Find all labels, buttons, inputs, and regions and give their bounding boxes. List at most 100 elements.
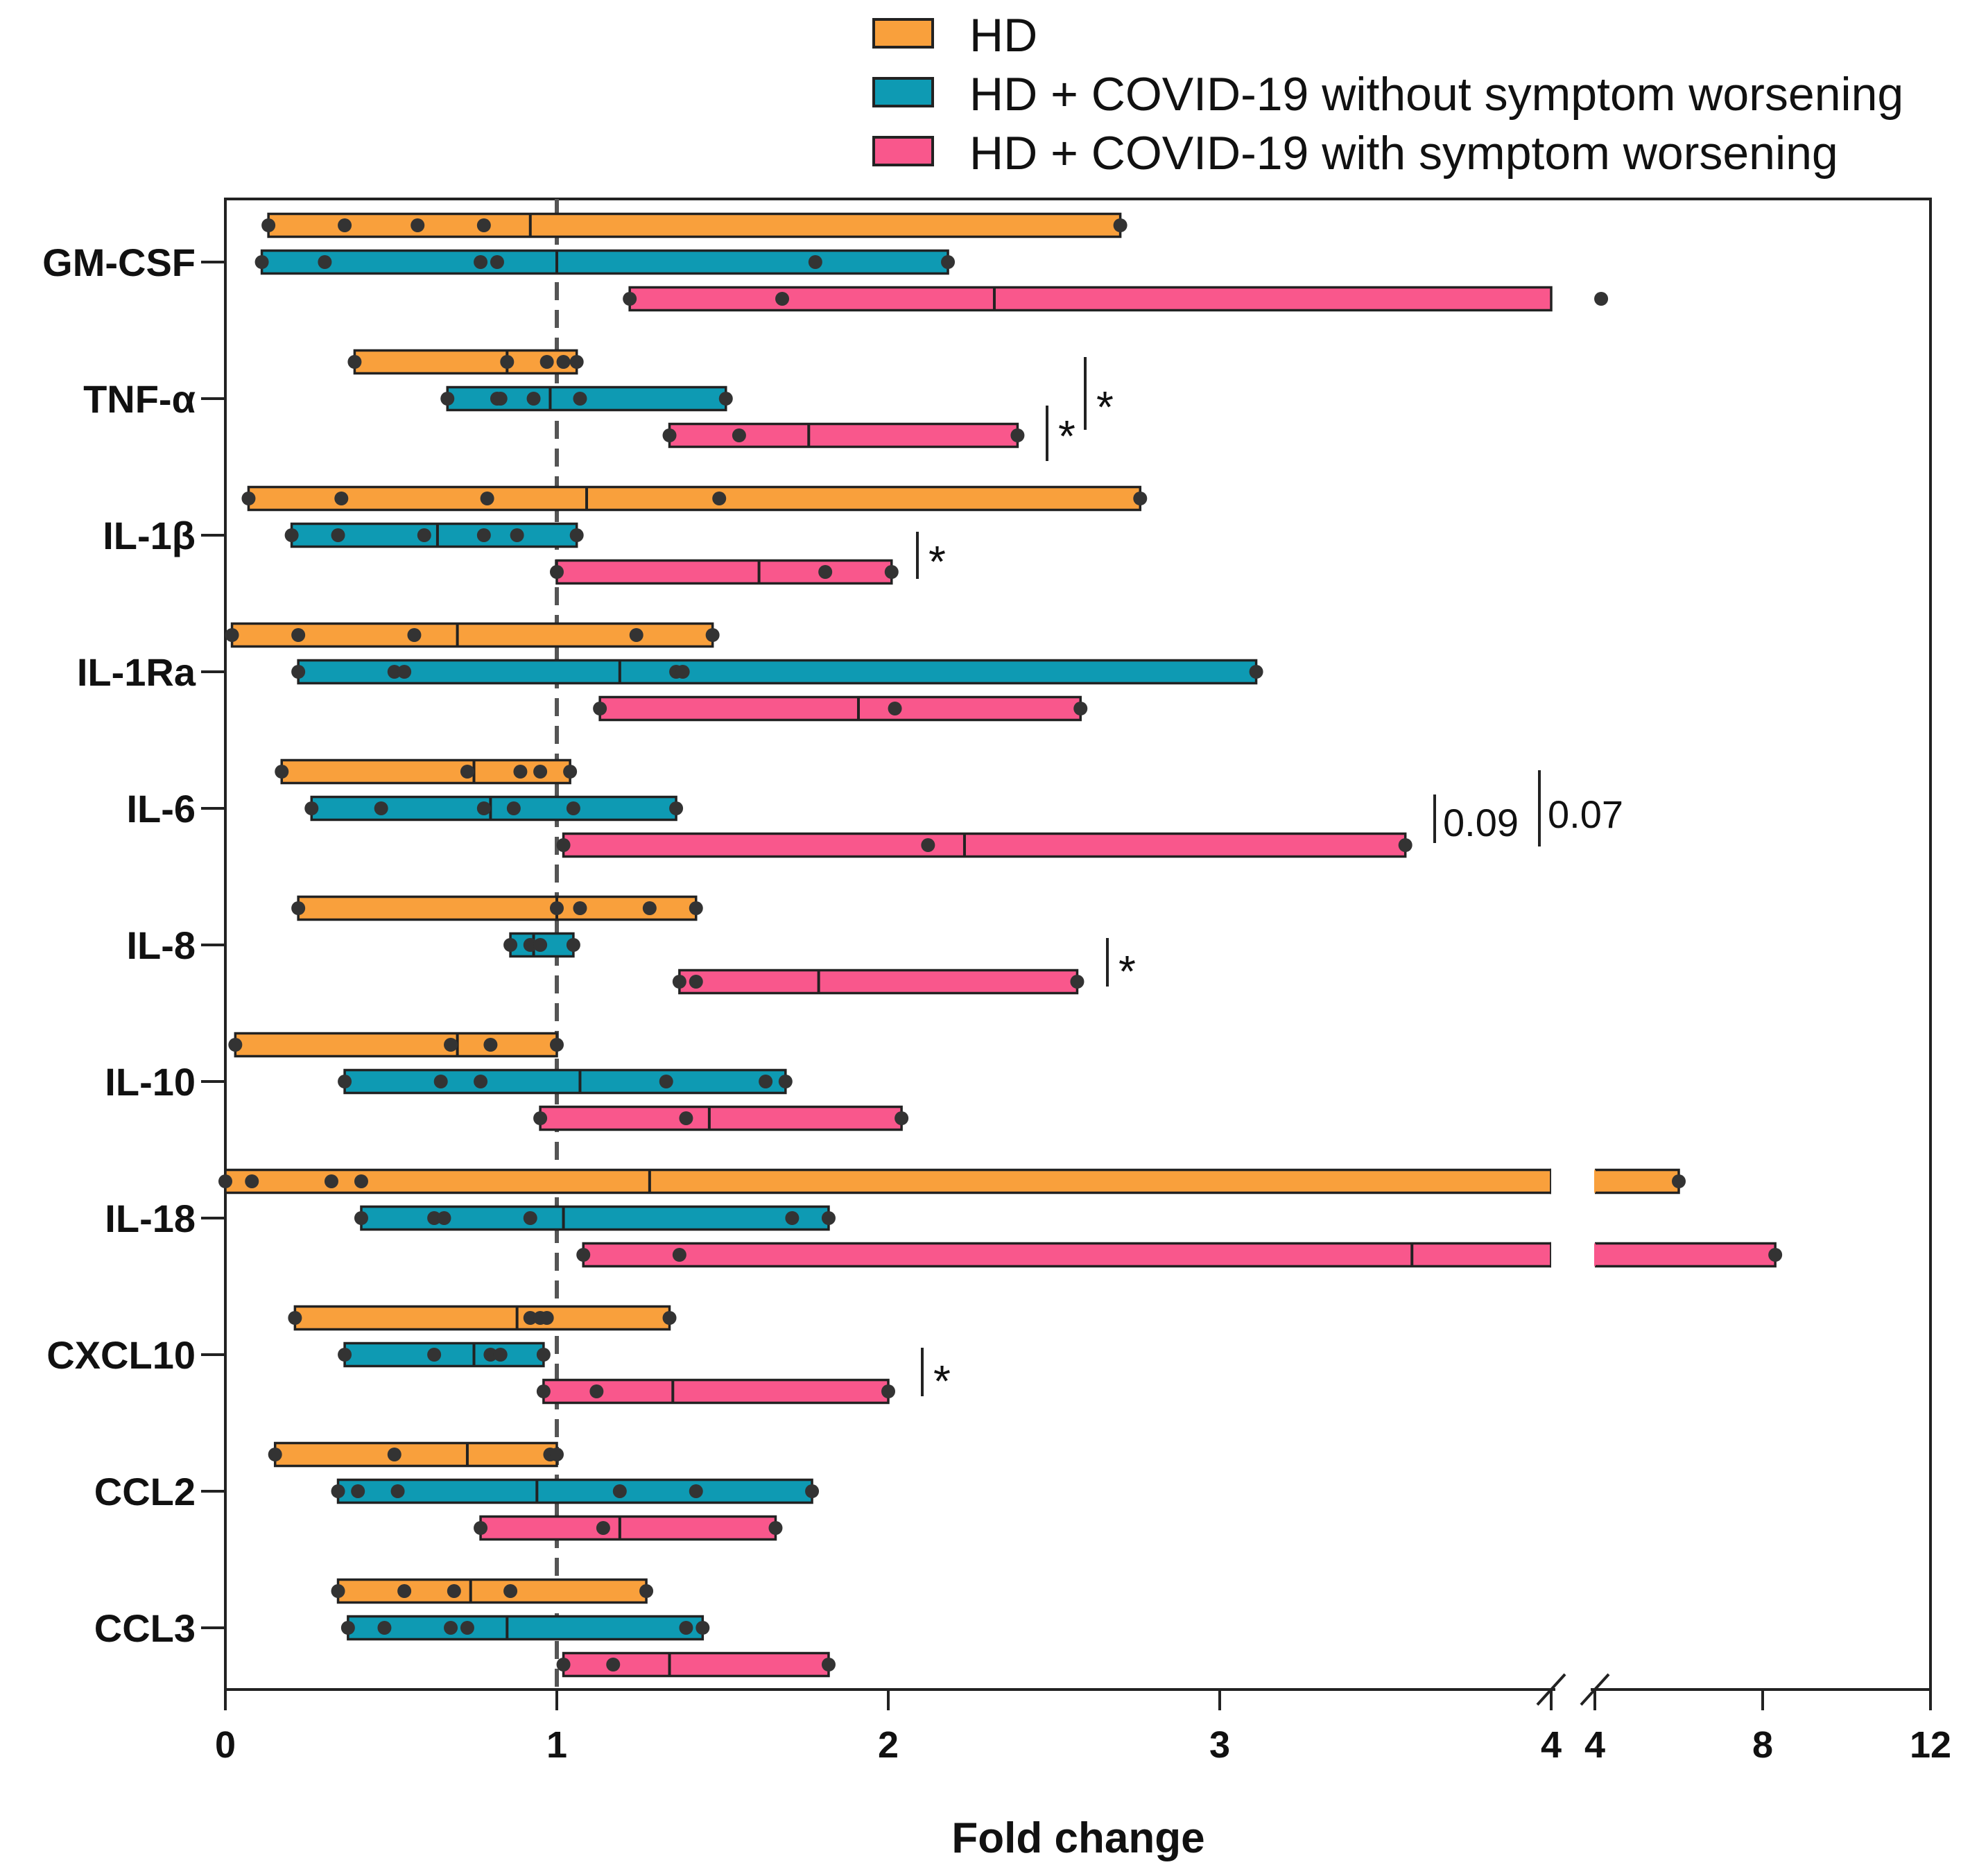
data-point (1073, 702, 1088, 715)
data-point (669, 801, 684, 815)
significance-label: 0.09 (1443, 801, 1519, 844)
range-bar (539, 1105, 903, 1131)
range-bar (247, 485, 1142, 512)
data-point (347, 355, 362, 369)
data-point (338, 1075, 352, 1088)
data-point (291, 628, 306, 642)
data-point (679, 1111, 693, 1125)
data-point (642, 901, 657, 915)
data-point (284, 528, 299, 542)
data-point (888, 702, 902, 715)
data-point (291, 901, 306, 915)
data-point (884, 565, 899, 579)
range-bar (347, 1615, 705, 1641)
data-point (705, 628, 720, 642)
data-point (921, 838, 935, 852)
range-bar (336, 1578, 648, 1604)
data-point (397, 1584, 412, 1598)
x-axis-title: Fold change (951, 1814, 1204, 1862)
data-point (340, 1621, 355, 1635)
data-point (695, 1621, 710, 1635)
bar-ccl3-series-3 (556, 1651, 836, 1678)
legend-label-3: HD + COVID-19 with symptom worsening (969, 127, 1838, 180)
data-point (241, 492, 256, 505)
data-point (503, 1584, 518, 1598)
data-point (490, 255, 504, 269)
data-point (254, 255, 269, 269)
category-label: IL-1Ra (77, 650, 196, 694)
data-point (623, 292, 637, 306)
data-point (539, 355, 554, 369)
data-point (407, 628, 422, 642)
data-point (476, 801, 491, 815)
data-point (759, 1075, 773, 1088)
data-point (732, 428, 746, 442)
bar-tnf-series-2 (440, 385, 733, 412)
data-point (218, 1174, 232, 1188)
data-point (768, 1521, 783, 1535)
x-tick-label: 4 (1584, 1724, 1605, 1766)
range-bar (628, 286, 1553, 312)
data-point (672, 1248, 686, 1262)
bar-ccl2-series-3 (474, 1515, 783, 1541)
data-point (556, 838, 571, 852)
x-tick-label: 1 (546, 1724, 567, 1766)
bar-ccl2-series-1 (268, 1441, 564, 1468)
x-tick-label: 0 (215, 1724, 236, 1766)
bar-il8-series-1 (291, 895, 703, 921)
bar-il8-series-2 (503, 932, 580, 958)
data-point (662, 1311, 677, 1325)
bar-il10-series-3 (533, 1105, 909, 1131)
data-point (288, 1311, 302, 1325)
data-point (390, 1484, 405, 1498)
data-point (679, 1621, 693, 1635)
data-point (569, 528, 584, 542)
data-point (1113, 218, 1127, 232)
data-point (566, 938, 580, 952)
data-point (550, 1448, 564, 1461)
range-bar (260, 249, 949, 275)
data-point (659, 1075, 673, 1088)
data-point (523, 1211, 537, 1225)
bar-il18-series-3 (576, 1240, 1783, 1269)
range-bar (598, 695, 1082, 722)
data-point (331, 1584, 345, 1598)
range-bar (310, 795, 677, 822)
data-point (275, 765, 289, 779)
category-label: IL-6 (126, 787, 196, 831)
bar-cxcl10-series-3 (536, 1378, 895, 1405)
significance-annotations: * * * 0.09 0.07 * * (916, 357, 1623, 1406)
data-point (526, 392, 541, 406)
data-point (573, 392, 587, 406)
bar-ccl3-series-1 (331, 1578, 654, 1604)
axis-break-gap (1551, 1240, 1595, 1269)
data-point (1070, 975, 1085, 989)
data-point (411, 218, 425, 232)
x-tick-label: 12 (1910, 1724, 1951, 1766)
category-label: IL-10 (105, 1060, 196, 1104)
data-point (433, 1075, 448, 1088)
significance-label: * (933, 1356, 951, 1406)
data-point (513, 765, 528, 779)
data-point (354, 1174, 368, 1188)
data-point (474, 1075, 488, 1088)
data-point (483, 1038, 498, 1052)
category-label: CXCL10 (46, 1333, 196, 1377)
axis-break-gap (1551, 1167, 1595, 1196)
data-point (460, 765, 474, 779)
data-point (476, 528, 491, 542)
legend-label-1: HD (969, 9, 1037, 62)
data-point (593, 702, 607, 715)
data-point (397, 665, 412, 679)
data-point (318, 255, 332, 269)
data-point (689, 901, 703, 915)
data-point (387, 665, 401, 679)
range-bar (297, 895, 698, 921)
data-point (778, 1075, 793, 1088)
data-point (324, 1174, 338, 1188)
data-point (941, 255, 956, 269)
data-point (573, 901, 587, 915)
data-point (483, 1348, 498, 1362)
range-bar (336, 1478, 813, 1504)
